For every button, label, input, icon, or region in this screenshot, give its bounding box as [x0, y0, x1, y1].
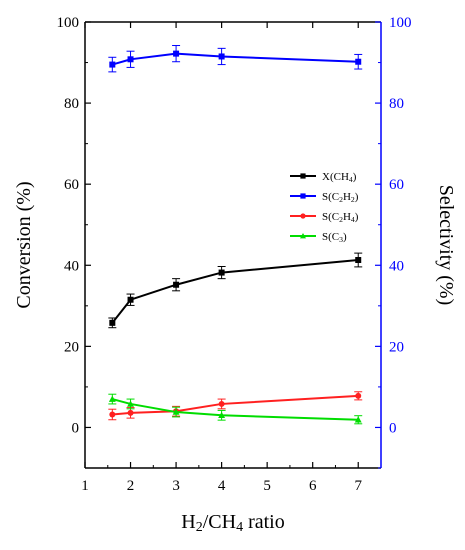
series-line: [111, 259, 359, 324]
data-point: [127, 400, 134, 407]
y-left-tick-label: 40: [64, 258, 79, 274]
data-point: [109, 61, 116, 68]
y-axis-right-title: Selectivity (%): [435, 185, 457, 306]
x-axis-title: H2/CH4 ratio: [181, 511, 284, 535]
data-point: [173, 281, 180, 288]
y-left-tick-label: 20: [64, 339, 79, 355]
series-1: [108, 45, 363, 73]
y-left-tick-label: 80: [64, 96, 79, 112]
y-right-tick-label: 60: [389, 177, 404, 193]
data-point: [127, 56, 134, 63]
legend-label: S(C2H2): [322, 191, 359, 204]
legend-entry-3: S(C3): [290, 231, 347, 244]
x-tick-label: 1: [81, 478, 89, 494]
legend-entry-1: S(C2H2): [290, 191, 359, 204]
data-point: [354, 416, 362, 423]
x-tick-label: 2: [127, 478, 135, 494]
data-point: [218, 411, 226, 419]
data-point: [355, 257, 362, 264]
data-point: [355, 392, 362, 399]
data-point: [109, 411, 116, 418]
series-line: [112, 394, 359, 416]
plot-area: 1 2 3 4 5 6 7 0 20 40 60 80 100 0 20 40 60 80 100: [57, 15, 412, 494]
data-point: [109, 319, 116, 326]
series-layer: [108, 45, 363, 425]
series-0: [108, 252, 363, 329]
legend-label: S(C2H4): [322, 211, 359, 224]
x-tick-label: 3: [172, 478, 180, 494]
legend-marker: [300, 173, 306, 179]
y-right-tick-label: 80: [389, 96, 404, 112]
y-right-tick-label: 20: [389, 339, 404, 355]
data-point: [127, 409, 134, 416]
data-point: [108, 395, 116, 402]
x-tick-label: 5: [263, 478, 271, 494]
y-axis-left-title: Conversion (%): [13, 181, 35, 308]
legend-label: S(C3): [322, 231, 347, 244]
data-point: [218, 53, 225, 60]
y-left-tick-label: 60: [64, 177, 79, 193]
legend: X(CH4) S(C2H2) S(C2H4) S(C3): [290, 171, 359, 244]
data-point: [355, 58, 362, 65]
y-right-tick-label: 40: [389, 258, 404, 274]
y-left-tick-label: 0: [72, 420, 80, 436]
data-point: [173, 50, 180, 57]
data-point: [172, 408, 180, 415]
legend-entry-2: S(C2H4): [290, 211, 359, 224]
y-right-tick-label: 0: [389, 420, 397, 436]
data-point: [218, 400, 225, 407]
x-tick-label: 7: [354, 478, 362, 494]
legend-marker: [300, 193, 306, 199]
legend-label: X(CH4): [322, 171, 357, 184]
x-tick-label: 6: [309, 478, 317, 494]
legend-entry-0: X(CH4): [290, 171, 357, 184]
x-tick-label: 4: [218, 478, 226, 494]
y-right-tick-label: 100: [389, 15, 412, 31]
data-point: [218, 269, 225, 276]
series-3: [108, 393, 363, 425]
legend-marker: [300, 233, 306, 239]
y-left-tick-label: 100: [57, 15, 80, 31]
legend-marker: [300, 213, 306, 219]
series-line: [112, 52, 359, 66]
data-point: [127, 296, 134, 303]
